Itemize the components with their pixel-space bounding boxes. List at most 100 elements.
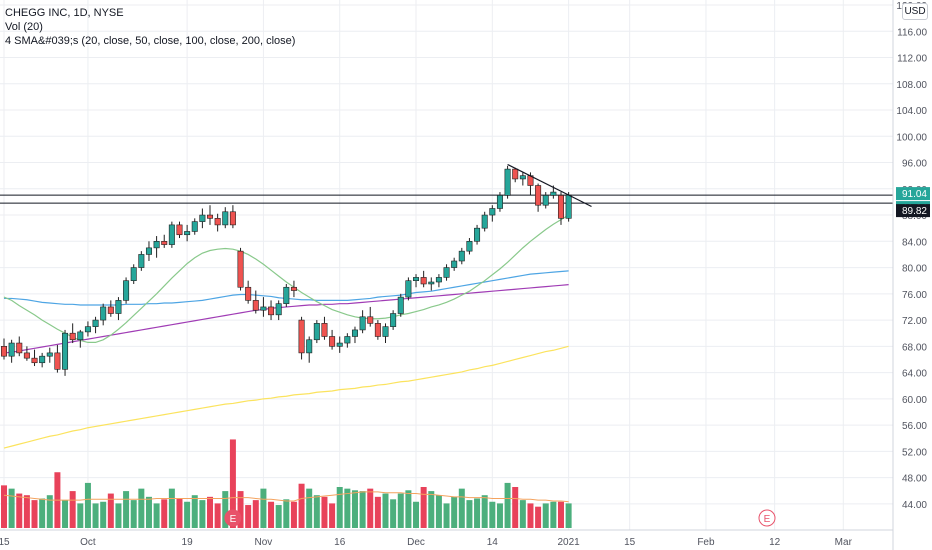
candle-body-up [542, 195, 549, 206]
candle-body-down [161, 241, 168, 245]
candle [168, 221, 175, 248]
y-tick-label: 44.00 [902, 500, 927, 511]
candle-body-up [451, 260, 458, 268]
volume-bar [153, 503, 160, 528]
candle-body-up [191, 221, 198, 232]
y-tick-label: 56.00 [902, 421, 927, 432]
candle-body-up [443, 267, 450, 278]
volume-bar [550, 501, 557, 528]
candle-body-up [382, 326, 389, 337]
candle-body-down [268, 306, 275, 316]
volume-bar [344, 488, 351, 528]
candle-body-up [92, 319, 99, 327]
candle [77, 329, 84, 348]
candle [359, 310, 366, 334]
candle-body-down [557, 195, 564, 219]
candle-body-down [321, 323, 328, 337]
candle-body-up [199, 214, 206, 222]
volume-bar [176, 498, 183, 528]
candle-body-up [275, 303, 282, 316]
candle-body-up [130, 267, 137, 281]
candle-body-up [428, 281, 435, 285]
candle [191, 218, 198, 235]
indicator-legend: CHEGG INC, 1D, NYSE Vol (20) 4 SMA&#039;… [5, 6, 295, 48]
volume-bar [405, 490, 412, 528]
candle [382, 323, 389, 344]
candle [100, 303, 107, 326]
candle [39, 352, 46, 368]
volume-bar [214, 503, 221, 528]
candle [207, 205, 214, 225]
candle [268, 300, 275, 321]
candle-body-up [390, 313, 397, 327]
x-tick-label: 12 [769, 537, 781, 548]
candle-body-down [245, 286, 252, 301]
volume-indicator-label[interactable]: Vol (20) [5, 21, 43, 33]
y-tick-label: 64.00 [902, 369, 927, 380]
y-tick-label: 84.00 [902, 237, 927, 248]
volume-bar [290, 501, 297, 528]
currency-badge[interactable]: USD [902, 3, 928, 20]
candle [130, 264, 137, 284]
candle [92, 316, 99, 334]
candle [176, 221, 183, 239]
candle [283, 283, 290, 307]
volume-bar [390, 499, 397, 528]
candle [321, 316, 328, 340]
candle [214, 213, 221, 232]
candle [542, 192, 549, 209]
candle [313, 320, 320, 344]
candle [275, 300, 282, 321]
candle [123, 277, 130, 304]
sma20-line [3, 214, 569, 343]
candle [245, 280, 252, 304]
y-tick-label: 68.00 [902, 342, 927, 353]
volume-bar [168, 488, 175, 528]
volume-bar [62, 500, 69, 528]
candle [397, 293, 404, 317]
volume-bar [69, 491, 76, 528]
last-price-badge [896, 187, 930, 201]
y-tick-label: 112.00 [897, 54, 927, 65]
volume-bar [382, 493, 389, 528]
candle-body-up [145, 247, 152, 255]
candle [306, 336, 313, 363]
volume-bar [458, 488, 465, 528]
candle [466, 238, 473, 255]
x-tick-label: 15 [0, 537, 10, 548]
volume-bar [138, 488, 145, 528]
trendline [507, 163, 592, 208]
crosshair-price-badge [896, 204, 930, 218]
volume-bar [222, 491, 229, 528]
volume-bar [428, 491, 435, 528]
candle-body-down [298, 319, 305, 354]
volume-bar [481, 495, 488, 528]
candle [31, 349, 38, 367]
candle-body-up [260, 306, 267, 311]
candle [23, 346, 30, 361]
candle-body-down [252, 300, 259, 311]
earnings-label: E [230, 514, 237, 525]
candle-body-down [16, 342, 23, 354]
sma-indicator-label[interactable]: 4 SMA&#039;s (20, close, 50, close, 100,… [5, 35, 296, 47]
volume-bar [268, 501, 275, 528]
candle [161, 234, 168, 248]
volume-bar [451, 496, 458, 528]
candle [405, 277, 412, 301]
candle-body-up [496, 195, 503, 209]
volume-bar [283, 499, 290, 528]
volume-bar [107, 493, 114, 528]
candle [298, 316, 305, 360]
x-tick-label: 2021 [557, 537, 580, 548]
candle [489, 205, 496, 222]
candle [458, 247, 465, 265]
x-tick-label: Feb [697, 537, 715, 548]
last-price-label: 91.04 [902, 189, 927, 200]
candle-body-up [481, 214, 488, 229]
symbol-label[interactable]: CHEGG INC, 1D, NYSE [5, 7, 124, 19]
candle [336, 336, 343, 353]
candle [138, 251, 145, 271]
candle-body-up [62, 332, 69, 370]
